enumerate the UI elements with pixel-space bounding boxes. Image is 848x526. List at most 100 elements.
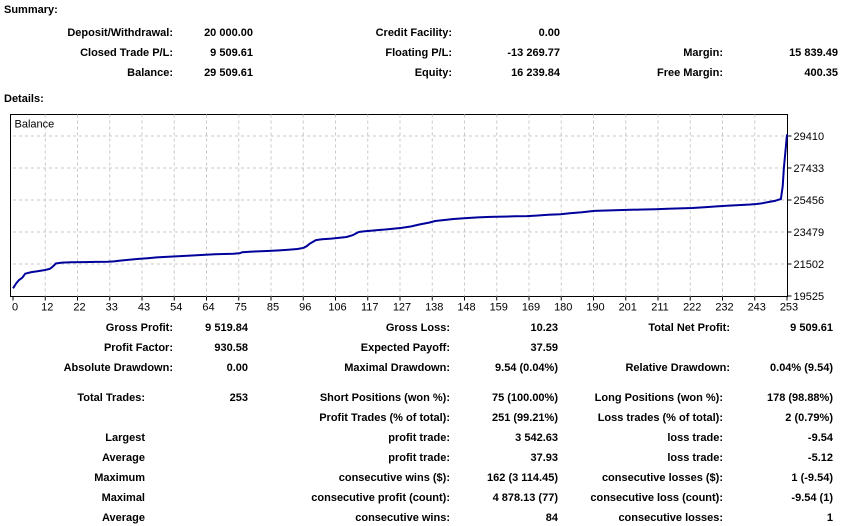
stat-label: Floating P/L: — [385, 47, 452, 59]
stat-value: 1 (-9.54) — [791, 472, 833, 484]
stat-label: Absolute Drawdown: — [63, 362, 173, 374]
stat-label: Loss trades (% of total): — [597, 412, 723, 424]
x-axis-label: 190 — [586, 302, 604, 314]
trade-stats-grid: Total Trades: 253 Short Positions (won %):… — [0, 388, 833, 526]
stat-label — [558, 338, 730, 358]
stat-value: 9.54 (0.04%) — [495, 362, 558, 374]
x-axis-label: 75 — [235, 302, 247, 314]
stat-value — [730, 338, 833, 358]
stat-label: Maximal Drawdown: — [344, 362, 450, 374]
stat-value: 162 (3 114.45) — [487, 472, 558, 484]
x-axis-label: 232 — [715, 302, 733, 314]
stat-label: Free Margin: — [656, 67, 723, 79]
stat-label: Total Trades: — [77, 392, 145, 404]
stat-value: -5.12 — [807, 452, 833, 464]
x-axis-label: 180 — [554, 302, 572, 314]
stat-value: 10.23 — [530, 322, 558, 334]
x-axis-label: 54 — [170, 302, 182, 314]
stat-label: Gross Loss: — [385, 322, 450, 334]
stat-label: Expected Payoff: — [360, 342, 450, 354]
stat-value: 1 — [826, 512, 833, 524]
stat-value: 0.00 — [226, 362, 248, 374]
stat-value: -9.54 (1) — [791, 492, 833, 504]
stat-label: loss trade: — [667, 452, 723, 464]
stat-label: Short Positions (won %): — [319, 392, 450, 404]
stat-label: Long Positions (won %): — [594, 392, 723, 404]
x-axis-label: 85 — [267, 302, 279, 314]
x-axis-label: 0 — [12, 302, 18, 314]
stat-label: Maximal — [101, 492, 145, 504]
stat-label: loss trade: — [667, 432, 723, 444]
x-axis-label: 253 — [780, 302, 798, 314]
details-section-title: Details: — [4, 93, 44, 105]
x-axis-label: 159 — [490, 302, 508, 314]
stat-value — [145, 408, 248, 428]
y-axis-label: 29410 — [794, 131, 825, 143]
summary-section-title: Summary: — [4, 4, 58, 16]
stat-label: consecutive losses: — [618, 512, 723, 524]
stat-label: consecutive wins ($): — [338, 472, 450, 484]
stat-label: Largest — [105, 432, 145, 444]
x-axis-label: 148 — [457, 302, 475, 314]
x-axis-label: 96 — [299, 302, 311, 314]
chart-legend-balance: Balance — [15, 119, 55, 131]
stat-label: Deposit/Withdrawal: — [67, 27, 173, 39]
stat-value: 16 239.84 — [511, 67, 560, 79]
stat-label: consecutive wins: — [355, 512, 450, 524]
x-axis-label: 222 — [683, 302, 701, 314]
stat-value: 251 (99.21%) — [491, 412, 558, 424]
stat-value — [145, 468, 248, 488]
profit-stats-grid: Gross Profit: 9 519.84 Gross Loss: 10.23 Tot… — [0, 318, 833, 378]
stat-value — [145, 488, 248, 508]
stat-value: 20 000.00 — [204, 27, 253, 39]
stat-value: 37.93 — [530, 452, 558, 464]
stat-label: Average — [101, 512, 145, 524]
stat-value: 9 509.61 — [790, 322, 833, 334]
stat-label: Balance: — [127, 67, 173, 79]
stat-value — [145, 448, 248, 468]
x-axis-label: 201 — [619, 302, 637, 314]
stat-value — [723, 23, 838, 43]
x-axis-label: 33 — [106, 302, 118, 314]
stat-value: 0.00 — [538, 27, 560, 39]
x-axis-label: 43 — [138, 302, 150, 314]
stat-value: 2 (0.79%) — [785, 412, 833, 424]
x-axis-label: 12 — [41, 302, 53, 314]
stat-label: Maximum — [94, 472, 145, 484]
stat-label: consecutive profit (count): — [311, 492, 450, 504]
stat-value: 4 878.13 (77) — [492, 492, 558, 504]
stat-value: 400.35 — [804, 67, 838, 79]
stat-label: Equity: — [414, 67, 452, 79]
stat-label: Margin: — [683, 47, 723, 59]
stat-value: 84 — [545, 512, 558, 524]
x-axis-label: 127 — [393, 302, 411, 314]
x-axis-label: 243 — [748, 302, 766, 314]
stat-value: 3 542.63 — [515, 432, 558, 444]
stat-value: 930.58 — [214, 342, 248, 354]
x-axis-label: 169 — [522, 302, 540, 314]
y-axis-label: 25456 — [794, 195, 825, 207]
chart-border — [10, 114, 788, 297]
stat-label: Profit Trades (% of total): — [319, 412, 450, 424]
stat-value: 0.04% (9.54) — [770, 362, 833, 374]
x-axis-label: 22 — [73, 302, 85, 314]
stat-value: 29 509.61 — [204, 67, 253, 79]
stat-value — [145, 428, 248, 448]
stat-label: profit trade: — [388, 452, 450, 464]
stat-label: Gross Profit: — [105, 322, 173, 334]
y-axis-label: 23479 — [794, 227, 825, 239]
stat-label: Profit Factor: — [103, 342, 173, 354]
summary-grid: Deposit/Withdrawal: 20 000.00 Credit Facil… — [0, 23, 838, 83]
y-axis-label: 27433 — [794, 163, 825, 175]
x-axis-label: 64 — [202, 302, 214, 314]
stat-label: Relative Drawdown: — [625, 362, 730, 374]
stat-label: Closed Trade P/L: — [80, 47, 173, 59]
x-axis-label: 117 — [361, 302, 379, 314]
stat-value: -13 269.77 — [507, 47, 560, 59]
stat-label: profit trade: — [388, 432, 450, 444]
stat-value: -9.54 — [807, 432, 833, 444]
stat-value: 9 509.61 — [210, 47, 253, 59]
stat-value — [145, 508, 248, 526]
balance-chart: 29410 27433 25456 23479 21502 19525 0 12 22 33 43 5… — [0, 104, 848, 318]
x-axis-label: 211 — [651, 302, 669, 314]
